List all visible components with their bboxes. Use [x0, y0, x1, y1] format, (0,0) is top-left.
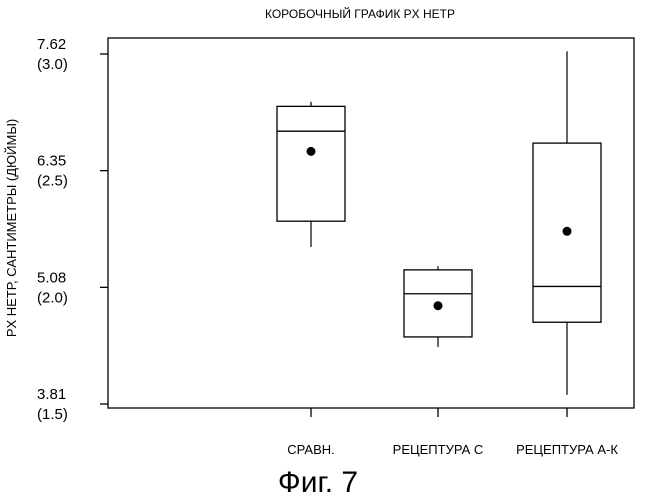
y-tick-label: 7.62	[37, 36, 66, 53]
box-series	[277, 51, 601, 395]
y-tick-sublabel: (3.0)	[37, 56, 68, 73]
x-tick-label: РЕЦЕПТУРА А-К	[516, 442, 618, 457]
box-group	[277, 102, 345, 247]
y-tick-label: 6.35	[37, 153, 66, 170]
mean-marker	[563, 227, 572, 236]
y-axis-ticks: 7.62 (3.0) 6.35 (2.5) 5.08 (2.0) 3.81 (1.5)	[37, 36, 108, 423]
box-iqr	[277, 106, 345, 221]
y-tick-sublabel: (2.0)	[37, 289, 68, 306]
chart-title: КОРОБОЧНЫЙ ГРАФИК PX НЕТР	[265, 6, 455, 21]
y-tick-label: 5.08	[37, 269, 66, 286]
box-group	[404, 266, 472, 347]
y-tick-label: 3.81	[37, 386, 66, 403]
y-axis-label: PX НЕТР, САНТИМЕТРЫ (ДЮЙМЫ)	[4, 119, 19, 337]
box-group	[533, 51, 601, 395]
x-axis-ticks: СРАВН. РЕЦЕПТУРА С РЕЦЕПТУРА А-К	[287, 408, 618, 457]
x-tick-label: РЕЦЕПТУРА С	[393, 442, 484, 457]
x-tick-label: СРАВН.	[287, 442, 335, 457]
y-tick-sublabel: (1.5)	[37, 406, 68, 423]
mean-marker	[434, 301, 443, 310]
mean-marker	[307, 147, 316, 156]
y-tick-sublabel: (2.5)	[37, 173, 68, 190]
figure-caption: Фиг. 7	[278, 466, 358, 499]
